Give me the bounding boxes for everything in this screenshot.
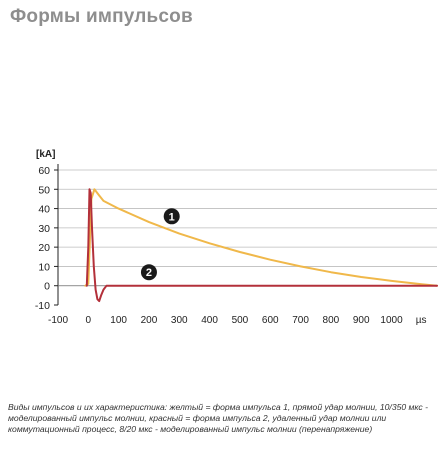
x-tick-label: 700 [292,315,309,326]
x-tick-label: 900 [353,315,370,326]
series-marker-1 [163,208,180,225]
y-tick-label: -10 [35,300,50,312]
x-tick-label: 300 [171,315,188,326]
grid-lines [58,169,437,287]
x-tick-label: 200 [141,315,158,326]
y-tick-label: 0 [44,281,50,293]
y-tick-label: 60 [38,165,50,177]
x-tick-label: 100 [110,315,127,326]
series-lines [84,188,438,303]
y-tick-label: 10 [38,261,50,273]
figure-caption: Виды импульсов и их характеристика: желт… [8,402,428,434]
x-tick-label: 800 [323,315,340,326]
series-markers: 12 [140,208,180,281]
page-title: Формы импульсов [10,6,193,27]
y-tick-label: 50 [38,184,50,196]
x-tick-label: 0 [86,315,92,326]
x-axis-label: µs [416,315,427,326]
series-line-1 [84,188,438,287]
axes [54,164,437,306]
x-tick-label: 400 [201,315,218,326]
y-axis-label: [kA] [36,149,55,160]
y-tick-label: 20 [38,242,50,254]
y-tick-label: 40 [38,204,50,216]
series-line-2 [85,188,438,303]
series-marker-2 [140,264,157,281]
series-marker-label: 2 [146,267,152,279]
x-tick-label: -100 [48,315,68,326]
x-tick-label: 1000 [380,315,403,326]
x-tick-label: 500 [232,315,249,326]
y-tick-label: 30 [38,223,50,235]
series-marker-label: 1 [169,211,175,223]
x-tick-label: 600 [262,315,279,326]
